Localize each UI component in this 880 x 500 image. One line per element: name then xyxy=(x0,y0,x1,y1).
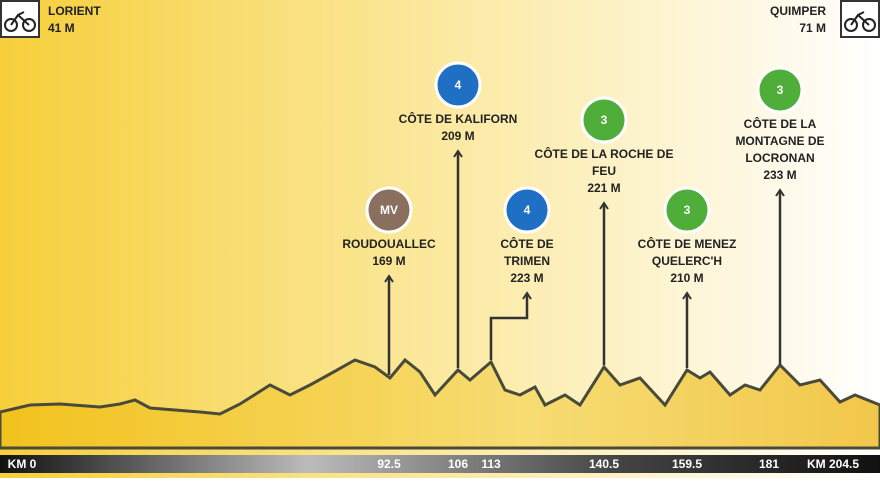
start-altitude: 41 M xyxy=(48,21,75,35)
climb-badge xyxy=(663,186,711,234)
bottom-margin xyxy=(0,478,880,495)
pointer-arrow xyxy=(522,291,532,300)
climb-name: FEU xyxy=(592,164,616,178)
km-marker: 140.5 xyxy=(589,457,619,471)
climb-badge xyxy=(434,61,482,109)
pointer-arrow xyxy=(599,201,609,210)
climb-name: CÔTE DE xyxy=(500,236,553,251)
elevation-profile xyxy=(0,357,880,450)
climb-altitude: 209 M xyxy=(441,129,474,143)
km-marker: 92.5 xyxy=(377,457,401,471)
pointer-arrow xyxy=(682,291,692,300)
pointer-arrow xyxy=(453,149,463,158)
km-bar xyxy=(0,455,880,473)
climb-name: CÔTE DE LA xyxy=(744,116,817,131)
climb-name: LOCRONAN xyxy=(745,151,814,165)
climb-badge xyxy=(580,96,628,144)
climb-badge xyxy=(365,186,413,234)
climb-altitude: 221 M xyxy=(587,181,620,195)
climb-name: CÔTE DE MENEZ xyxy=(638,236,737,251)
km-marker: 113 xyxy=(481,457,501,471)
start-name: LORIENT xyxy=(48,4,101,18)
climb-name: TRIMEN xyxy=(504,254,550,268)
climb-category: 4 xyxy=(524,203,531,217)
pointer-arrow xyxy=(384,274,394,283)
climb-altitude: 210 M xyxy=(670,271,703,285)
climb-name: CÔTE DE LA ROCHE DE xyxy=(535,146,674,161)
finish-name: QUIMPER xyxy=(770,4,826,18)
climb-altitude: 233 M xyxy=(763,168,796,182)
climb-name: CÔTE DE KALIFORN xyxy=(399,111,518,126)
climb-name: QUELERC'H xyxy=(652,254,722,268)
climb-category: 3 xyxy=(601,113,608,127)
km-marker: KM 204.5 xyxy=(807,457,859,471)
climb-badge xyxy=(756,66,804,114)
climb-name: MONTAGNE DE xyxy=(735,134,824,148)
km-marker: 106 xyxy=(448,457,468,471)
finish-altitude: 71 M xyxy=(799,21,826,35)
climb-pointer xyxy=(489,293,529,360)
start-icon xyxy=(0,0,40,38)
climb-altitude: 223 M xyxy=(510,271,543,285)
climb-category: 3 xyxy=(777,83,784,97)
km-marker: 181 xyxy=(759,457,779,471)
climb-badge xyxy=(503,186,551,234)
climb-altitude: 169 M xyxy=(372,254,405,268)
climb-category: 4 xyxy=(455,78,462,92)
km-marker: KM 0 xyxy=(8,457,37,471)
pointer-arrow xyxy=(775,188,785,197)
climb-category: MV xyxy=(380,203,398,217)
climb-category: 3 xyxy=(684,203,691,217)
km-marker: 159.5 xyxy=(672,457,702,471)
climb-name: ROUDOUALLEC xyxy=(342,237,436,251)
finish-icon xyxy=(840,0,880,38)
